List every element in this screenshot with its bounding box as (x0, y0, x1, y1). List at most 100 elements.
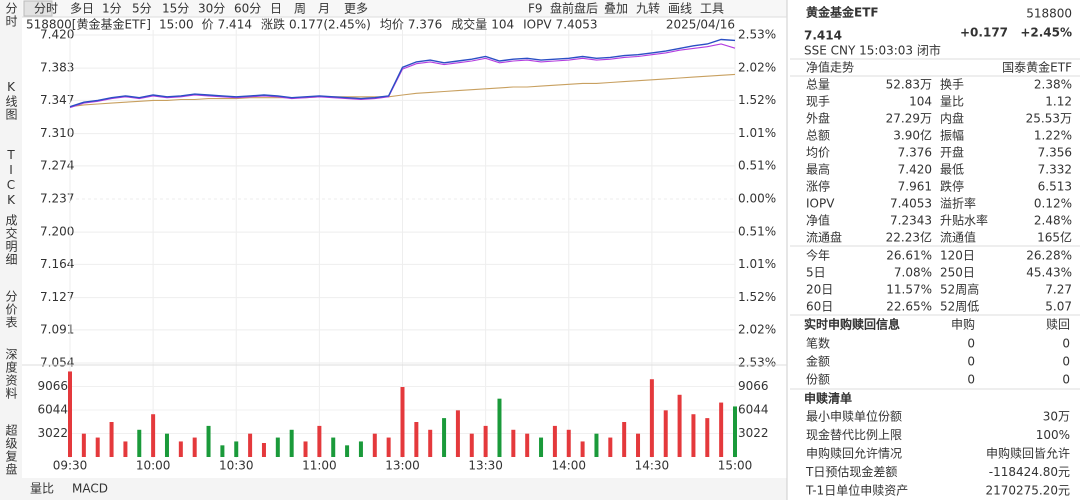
volume-bar (386, 437, 391, 457)
info-value: 7.376 (408, 18, 442, 32)
row-value: 5.07 (1045, 300, 1072, 314)
row-value: 6.513 (1038, 180, 1072, 194)
row-label: 外盘 (806, 111, 830, 126)
nav-trend[interactable]: 净值走势 (806, 60, 854, 75)
row-label: 20日 (806, 283, 833, 297)
row-label: 60日 (806, 300, 833, 314)
y2-tick-label: 2.53% (738, 28, 776, 42)
left-tab[interactable]: 分时 (4, 2, 18, 28)
left-tab[interactable]: 深度资料 (4, 348, 18, 400)
row-value: 165亿 (1037, 230, 1072, 245)
col-header: 赎回 (1046, 318, 1070, 332)
row-label: 升贴水率 (940, 213, 988, 228)
bottom-tab[interactable]: MACD (72, 482, 108, 496)
volume-bar (705, 418, 710, 457)
x-tick-label: 15:00 (718, 459, 753, 473)
y2-tick-label: 2.02% (738, 61, 776, 75)
volume-bar (483, 425, 488, 457)
left-tab[interactable]: TICK (4, 148, 18, 208)
volume-bar (428, 429, 433, 457)
volume-bar (303, 441, 308, 457)
volume-bar (372, 433, 377, 457)
row-label: 均价 (806, 146, 830, 160)
row-label: 总额 (806, 129, 830, 143)
toolbar-item[interactable]: 九转 (636, 1, 660, 16)
toolbar-item[interactable]: 周 (294, 2, 306, 16)
row-value: 52.83万 (886, 78, 932, 92)
y-tick-label: 7.274 (40, 158, 74, 172)
volume-bar (358, 441, 363, 457)
info-text: 518800[黄金基金ETF] (26, 17, 151, 32)
toolbar-item[interactable]: 月 (318, 2, 330, 16)
row-label: 换手 (940, 78, 964, 92)
row-label: IOPV (806, 197, 835, 211)
row-label: 量比 (940, 95, 964, 109)
row-label: 振幅 (940, 128, 964, 143)
row-value: 7.4053 (890, 197, 932, 211)
row-value: 7.27 (1045, 283, 1072, 297)
toolbar-item[interactable]: 画线 (668, 2, 692, 16)
volume-bar (164, 433, 169, 457)
toolbar-item[interactable]: 15分 (162, 2, 189, 16)
row-label: 总量 (806, 78, 830, 92)
y2-tick-label: 0.00% (738, 192, 776, 206)
info-label: 成交量 (451, 17, 487, 32)
toolbar-item[interactable]: 60分 (234, 2, 261, 16)
left-tab[interactable]: 成交明细 (4, 214, 18, 266)
row-label: 最小申赎单位份额 (806, 409, 902, 424)
change: +0.177 (960, 26, 1008, 40)
row-value: 30万 (1043, 410, 1070, 424)
row-label: 250日 (940, 266, 975, 280)
y2-tick-label: 2.53% (738, 356, 776, 370)
row-label: 溢折率 (940, 196, 976, 211)
volume-bar (525, 433, 530, 457)
row-value: 0 (967, 373, 975, 387)
toolbar-item[interactable]: 工具 (700, 2, 724, 16)
y-tick-label: 7.164 (40, 257, 74, 271)
left-tab[interactable]: 超级复盘 (4, 424, 18, 476)
volume-bar (414, 422, 419, 457)
series-line (69, 38, 736, 108)
row-label: 流通盘 (806, 230, 842, 245)
left-tab[interactable]: K线图 (4, 80, 18, 121)
row-label: 金额 (806, 354, 830, 369)
volume-bar (511, 429, 516, 457)
info-text: 15:00 (159, 18, 194, 32)
toolbar-item[interactable]: 多日 (70, 2, 94, 16)
date: 2025/04/16 (666, 18, 735, 32)
x-tick-label: 13:30 (468, 459, 503, 473)
toolbar-item[interactable]: F9 (528, 2, 543, 16)
toolbar-item[interactable]: 更多 (344, 2, 368, 16)
row-value: 11.57% (886, 283, 932, 297)
x-tick-label: 10:00 (136, 459, 171, 473)
row-value: 26.28% (1026, 249, 1072, 263)
row-value: 7.376 (898, 146, 932, 160)
toolbar-item[interactable]: 30分 (198, 2, 225, 16)
row-value: 0.12% (1034, 197, 1072, 211)
volume-bar (95, 437, 100, 457)
row-value: 0 (1062, 373, 1070, 387)
volume-bar (192, 437, 197, 457)
section-title: 申赎清单 (804, 391, 852, 406)
toolbar-item[interactable]: 5分 (132, 2, 152, 16)
col-header: 申购 (951, 317, 975, 332)
row-value: 申购赎回皆允许 (986, 446, 1070, 461)
vol-tick-label: 3022 (738, 426, 769, 440)
volume-bar (719, 402, 724, 457)
toolbar-item[interactable]: 分时 (34, 2, 58, 16)
toolbar-item[interactable]: 盘前盘后 (550, 1, 598, 16)
bottom-tab[interactable]: 量比 (30, 482, 54, 496)
volume-bar (178, 441, 183, 457)
row-value: 22.23亿 (886, 230, 932, 245)
toolbar-item[interactable]: 1分 (102, 2, 122, 16)
row-value: 100% (1036, 428, 1070, 442)
toolbar-item[interactable]: 叠加 (604, 2, 628, 16)
series-line (69, 43, 736, 109)
volume-bar (137, 429, 142, 457)
toolbar-item[interactable]: 日 (270, 2, 282, 16)
row-label: 今年 (806, 248, 830, 263)
left-tab[interactable]: 分价表 (4, 290, 18, 329)
volume-bar (317, 425, 322, 457)
vol-tick-label: 9066 (738, 379, 769, 393)
left-bar (0, 0, 22, 500)
